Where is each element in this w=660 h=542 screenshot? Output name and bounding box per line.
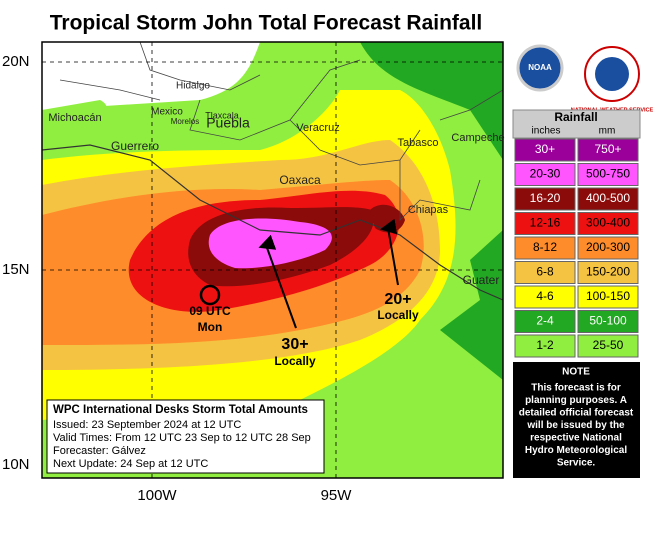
legend-mm: 200-300 <box>586 240 630 254</box>
note-line: Hydro Meteorological <box>525 445 627 456</box>
annotation: 30+ <box>281 336 308 353</box>
legend-swatch <box>514 334 576 358</box>
arrow <box>380 218 399 286</box>
place-label: Tabasco <box>398 137 439 149</box>
legend-inches: 1-2 <box>536 338 554 352</box>
legend-swatch <box>514 310 576 333</box>
note-line: detailed official forecast <box>519 408 634 419</box>
annotation: 20+ <box>384 291 411 308</box>
legend-swatch <box>514 138 576 162</box>
place-label: Guater <box>463 273 500 287</box>
note-line: This forecast is for <box>531 383 621 394</box>
legend-swatch <box>514 236 576 260</box>
annotation: Locally <box>377 308 419 322</box>
legend-swatch <box>577 212 639 235</box>
legend-unit: mm <box>599 126 616 137</box>
map-frame <box>41 41 504 479</box>
legend-swatch <box>577 310 639 333</box>
legend-mm: 400-500 <box>586 191 630 205</box>
legend-swatch <box>577 236 639 260</box>
lat-label: 10N <box>2 456 30 473</box>
place-label: Morelos <box>171 117 199 126</box>
legend-swatch <box>514 212 576 235</box>
legend-inches: 6-8 <box>536 265 554 279</box>
legend-inches: 20-30 <box>530 167 561 181</box>
legend-inches: 12-16 <box>530 216 561 230</box>
legend-swatch <box>514 261 576 284</box>
legend-swatch <box>577 285 639 309</box>
lat-label: 15N <box>2 261 30 278</box>
info-line: Valid Times: From 12 UTC 23 Sep to 12 UT… <box>53 432 311 444</box>
arrow <box>258 234 297 329</box>
place-label: Michoacán <box>48 112 101 124</box>
place-label: Hidalgo <box>176 81 210 92</box>
lon-label: 100W <box>137 487 177 504</box>
legend-swatch <box>514 163 576 186</box>
note-title: NOTE <box>562 367 590 378</box>
legend-mm: 25-50 <box>593 338 624 352</box>
info-line: Forecaster: Gálvez <box>53 445 146 457</box>
note-line: planning purposes. A <box>525 395 627 406</box>
note-line: respective National <box>530 433 622 444</box>
legend-mm: 100-150 <box>586 289 630 303</box>
place-label: Mexico <box>151 107 183 118</box>
legend-inches: 2-4 <box>536 314 554 328</box>
annotation: Mon <box>198 320 223 334</box>
legend-header <box>512 109 641 139</box>
legend-unit: inches <box>532 126 561 137</box>
legend-swatch <box>514 285 576 309</box>
note-line: Service. <box>557 458 596 469</box>
position-marker <box>199 284 221 306</box>
place-label: Tlaxcala <box>205 110 239 120</box>
legend-mm: 750+ <box>594 142 621 156</box>
info-title: WPC International Desks Storm Total Amou… <box>53 404 308 416</box>
legend-swatch <box>577 163 639 186</box>
place-label: Chiapas <box>408 204 449 216</box>
nws-logo-inner <box>595 57 629 91</box>
place-label: Campeche <box>451 132 504 144</box>
place-label: Veracruz <box>296 122 339 134</box>
legend-title: Rainfall <box>554 110 597 124</box>
noaa-logo <box>516 44 564 92</box>
legend-mm: 50-100 <box>589 314 627 328</box>
annotation: Locally <box>274 354 316 368</box>
place-label: Puebla <box>206 115 250 131</box>
legend-mm: 500-750 <box>586 167 630 181</box>
info-line: Issued: 23 September 2024 at 12 UTC <box>53 419 241 431</box>
noaa-text: NOAA <box>528 63 552 72</box>
rainfall-map <box>42 42 503 478</box>
lat-label: 20N <box>2 53 30 70</box>
legend-swatch <box>577 261 639 284</box>
legend-mm: 150-200 <box>586 265 630 279</box>
legend-inches: 8-12 <box>533 240 557 254</box>
place-label: Guerrero <box>111 139 159 153</box>
place-label: Oaxaca <box>279 173 321 187</box>
note-line: will be issued by the <box>526 420 625 431</box>
note-box <box>513 362 640 478</box>
info-line: Next Update: 24 Sep at 12 UTC <box>53 458 208 470</box>
legend-swatch <box>577 334 639 358</box>
legend-swatch <box>514 187 576 211</box>
lon-label: 95W <box>321 487 353 504</box>
legend-swatch <box>577 187 639 211</box>
legend-inches: 4-6 <box>536 289 554 303</box>
info-box <box>46 399 325 474</box>
legend-mm: 300-400 <box>586 216 630 230</box>
title: Tropical Storm John Total Forecast Rainf… <box>50 12 483 35</box>
legend-inches: 30+ <box>535 142 555 156</box>
legend-swatch <box>577 138 639 162</box>
annotation: 09 UTC <box>189 304 231 318</box>
legend-inches: 16-20 <box>530 191 561 205</box>
